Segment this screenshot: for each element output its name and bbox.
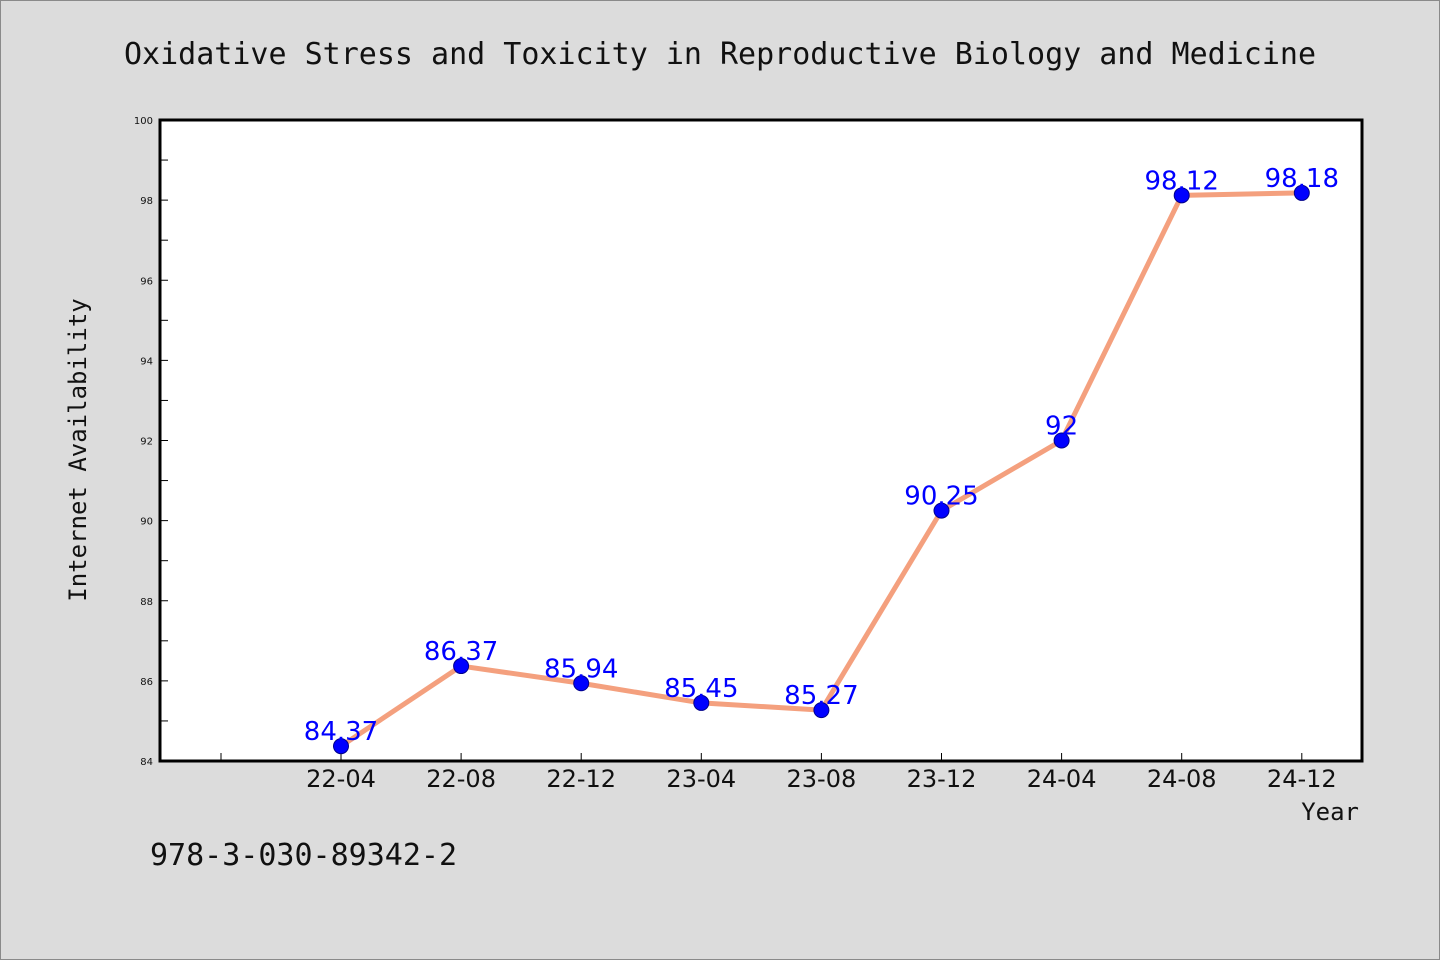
data-label: 92 <box>1045 412 1078 442</box>
x-tick-label: 23-12 <box>907 765 977 793</box>
data-label: 98.12 <box>1144 166 1218 196</box>
y-tick-label: 86 <box>140 677 153 688</box>
x-tick-label: 22-12 <box>546 765 616 793</box>
data-point <box>1053 432 1070 449</box>
isbn-footer: 978-3-030-89342-2 <box>150 838 457 873</box>
data-point <box>1293 184 1310 201</box>
data-label: 98.18 <box>1265 164 1339 194</box>
data-point <box>453 658 470 675</box>
data-label: 86.37 <box>424 637 498 667</box>
y-axis-label: Internet Availability <box>64 298 92 601</box>
data-labels: 84.37 86.37 85.94 85.45 85.27 90.25 92 98.12 98.… <box>304 164 1339 747</box>
x-tick-label: 23-08 <box>787 765 857 793</box>
y-tick-label: 96 <box>140 276 153 287</box>
data-point <box>933 502 950 519</box>
chart-title: Oxidative Stress and Toxicity in Reprodu… <box>124 37 1316 72</box>
y-tick-label: 98 <box>140 196 153 207</box>
y-axis: 84 86 88 90 92 94 96 98 100 <box>134 116 168 768</box>
y-tick-label: 100 <box>134 116 153 127</box>
plot-area <box>158 118 1364 763</box>
data-label: 85.27 <box>784 681 858 711</box>
y-tick-label: 88 <box>140 597 153 608</box>
data-label: 85.94 <box>544 654 618 684</box>
x-tick-label: 22-08 <box>426 765 496 793</box>
data-point <box>333 738 349 755</box>
y-tick-label: 92 <box>140 437 153 448</box>
data-label: 84.37 <box>304 717 378 747</box>
data-point <box>813 702 830 719</box>
data-label: 85.45 <box>664 674 738 704</box>
x-tick-label: 23-04 <box>666 765 736 793</box>
data-label: 90.25 <box>904 482 978 512</box>
data-point <box>573 675 590 692</box>
y-tick-label: 84 <box>140 757 153 768</box>
y-tick-label: 94 <box>140 356 153 367</box>
data-point <box>693 694 710 711</box>
data-points <box>333 184 1310 755</box>
x-axis: 22-04 22-08 22-12 23-04 23-08 23-12 24-04 24-08… <box>220 753 1337 793</box>
data-point <box>1173 187 1190 204</box>
x-tick-label: 22-04 <box>306 765 376 793</box>
x-axis-label: Year <box>1301 798 1359 826</box>
x-tick-label: 24-12 <box>1267 765 1337 793</box>
x-tick-label: 24-04 <box>1027 765 1097 793</box>
x-tick-label: 24-08 <box>1147 765 1217 793</box>
y-tick-label: 90 <box>140 517 153 528</box>
